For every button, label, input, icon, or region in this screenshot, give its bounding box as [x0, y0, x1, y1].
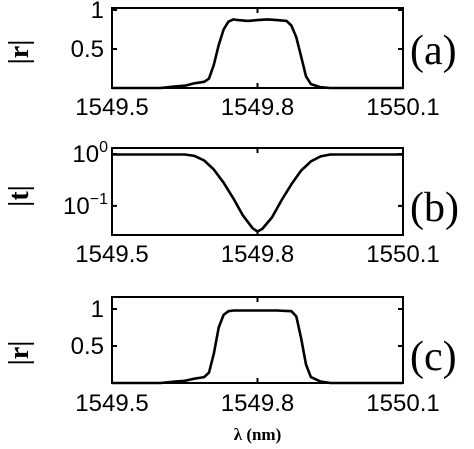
y-tick-label: 0.5 [71, 36, 104, 63]
x-tick-label: 1549.5 [75, 241, 148, 268]
x-tick-label: 1549.8 [221, 94, 294, 121]
y-axis-label: |t| [4, 185, 35, 207]
y-axis-label: |r| [4, 40, 35, 65]
y-tick-label: 10−1 [63, 191, 108, 220]
x-tick-label: 1550.1 [366, 94, 439, 121]
y-tick-label: 0.5 [71, 333, 104, 360]
x-tick-label: 1549.5 [75, 94, 148, 121]
series-line [112, 18, 403, 90]
plot-frame [111, 147, 404, 236]
series-line [112, 153, 403, 233]
panel-a: 1549.5 1549.8 1550.1 1 0.5 |r| (a) [4, 0, 457, 121]
panel-c: 1549.5 1549.8 1550.1 1 0.5 |r| (c) λ (nm) [4, 296, 457, 444]
x-tick-label: 1549.5 [75, 390, 148, 417]
panel-b: 1549.5 1549.8 1550.1 100 10−1 |t| (b) [4, 139, 459, 268]
x-tick-label: 1549.8 [221, 241, 294, 268]
panel-label: (a) [410, 28, 457, 74]
y-tick-label: 1 [91, 0, 104, 24]
series-line [112, 309, 403, 385]
x-tick-label: 1550.1 [366, 241, 439, 268]
x-tick-label: 1549.8 [221, 390, 294, 417]
y-tick-label: 1 [91, 296, 104, 323]
panel-label: (b) [410, 185, 459, 231]
y-axis-label: |r| [4, 341, 35, 366]
x-axis-label: λ (nm) [234, 425, 282, 444]
panel-label: (c) [410, 334, 457, 380]
y-tick-label: 100 [72, 139, 108, 168]
x-tick-label: 1550.1 [366, 390, 439, 417]
